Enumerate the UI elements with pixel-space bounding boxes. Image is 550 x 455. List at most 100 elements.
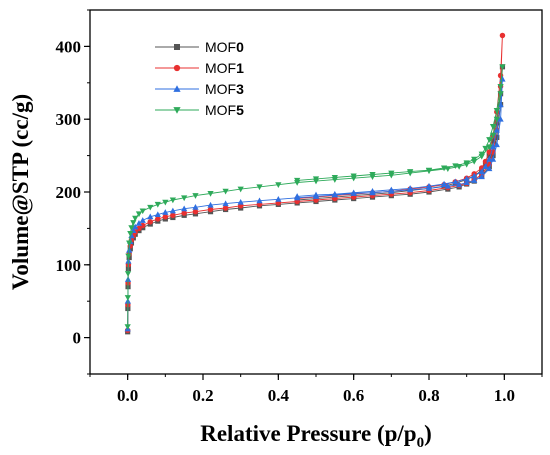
- series-mof3: [124, 75, 506, 332]
- legend-item-mof1: MOF1: [155, 60, 244, 76]
- data-point: [207, 190, 214, 197]
- data-point: [497, 115, 504, 122]
- data-point: [493, 116, 500, 123]
- series-layer: [124, 32, 506, 335]
- data-point: [407, 169, 414, 175]
- axes-ticks: 0.0 0.2 0.4 0.6 0.8 1.0 0 100 200 300 400: [56, 9, 543, 405]
- data-point: [192, 208, 199, 215]
- x-axis-title: Relative Pressure (p/p0): [200, 421, 432, 451]
- data-point: [140, 222, 146, 229]
- legend-marker: [174, 44, 180, 50]
- legend-item-mof5: MOF5: [155, 102, 244, 118]
- data-point: [482, 163, 489, 169]
- data-point: [350, 189, 357, 196]
- data-point: [331, 174, 338, 181]
- data-point: [471, 172, 478, 179]
- data-point: [456, 164, 463, 170]
- series-line: [127, 35, 503, 331]
- data-point: [369, 188, 376, 194]
- data-point: [207, 206, 214, 213]
- data-point: [294, 177, 301, 184]
- data-point: [452, 178, 459, 185]
- y-tick-label: 0: [73, 329, 82, 348]
- x-tick-label: 0.2: [192, 386, 213, 405]
- data-point: [456, 181, 463, 188]
- data-point: [294, 193, 301, 199]
- data-point: [494, 120, 500, 126]
- data-point: [154, 211, 161, 218]
- data-point: [170, 212, 176, 219]
- data-point: [497, 91, 504, 97]
- data-point: [478, 173, 485, 180]
- data-point: [275, 196, 282, 202]
- data-point: [388, 170, 395, 177]
- data-point: [440, 165, 448, 172]
- data-point: [478, 151, 485, 158]
- x-tick-label: 0.8: [418, 386, 439, 405]
- data-point: [125, 253, 132, 260]
- data-point: [128, 225, 135, 231]
- data-point: [192, 193, 199, 199]
- data-point: [126, 240, 133, 247]
- legend-label: MOF1: [205, 60, 244, 76]
- y-axis-title: Volume@STP (cc/g): [8, 94, 34, 290]
- legend-marker: [173, 85, 181, 92]
- x-tick-label: 1.0: [494, 386, 515, 405]
- data-point: [181, 205, 188, 212]
- data-point: [124, 295, 131, 301]
- data-point: [124, 324, 131, 330]
- data-point: [369, 172, 376, 178]
- data-point: [486, 155, 493, 162]
- data-point: [139, 208, 146, 215]
- data-point: [440, 180, 448, 187]
- data-point: [169, 197, 176, 204]
- data-point: [132, 223, 139, 230]
- data-point: [237, 198, 244, 205]
- data-point: [486, 153, 492, 159]
- data-point: [181, 195, 188, 202]
- legend-marker: [173, 64, 181, 72]
- data-point: [497, 83, 504, 90]
- data-point: [499, 32, 506, 39]
- data-point: [493, 107, 500, 114]
- data-point: [482, 158, 489, 165]
- y-tick-label: 400: [56, 37, 82, 56]
- x-axis-title-main: Relative Pressure (p/p: [200, 421, 416, 446]
- legend-item-mof0: MOF0: [155, 39, 244, 55]
- data-point: [463, 175, 470, 182]
- legend-label: MOF5: [205, 102, 244, 118]
- data-point: [181, 210, 187, 216]
- data-point: [169, 207, 176, 214]
- data-point: [192, 204, 199, 210]
- data-point: [162, 214, 169, 220]
- data-point: [127, 231, 134, 237]
- data-point: [493, 126, 500, 133]
- data-point: [350, 173, 357, 180]
- data-point: [331, 190, 338, 197]
- data-point: [256, 197, 263, 204]
- data-point: [222, 188, 229, 195]
- data-point: [493, 141, 500, 148]
- data-point: [471, 156, 478, 163]
- x-axis-title-suffix: ): [424, 421, 432, 446]
- data-point: [237, 186, 244, 193]
- data-point: [425, 167, 433, 174]
- data-point: [155, 216, 161, 222]
- data-point: [388, 186, 395, 193]
- data-point: [162, 199, 169, 206]
- y-tick-label: 100: [56, 256, 82, 275]
- y-tick-label: 200: [56, 183, 82, 202]
- legend-item-mof3: MOF3: [155, 81, 244, 97]
- data-point: [135, 211, 143, 218]
- data-point: [135, 220, 143, 226]
- x-tick-label: 0.0: [117, 386, 138, 405]
- data-point: [494, 134, 500, 140]
- data-point: [452, 163, 459, 170]
- data-point: [130, 220, 137, 226]
- data-point: [222, 200, 229, 207]
- data-point: [482, 145, 489, 152]
- legend-label: MOF3: [205, 81, 244, 97]
- data-point: [136, 225, 142, 232]
- data-point: [132, 215, 139, 222]
